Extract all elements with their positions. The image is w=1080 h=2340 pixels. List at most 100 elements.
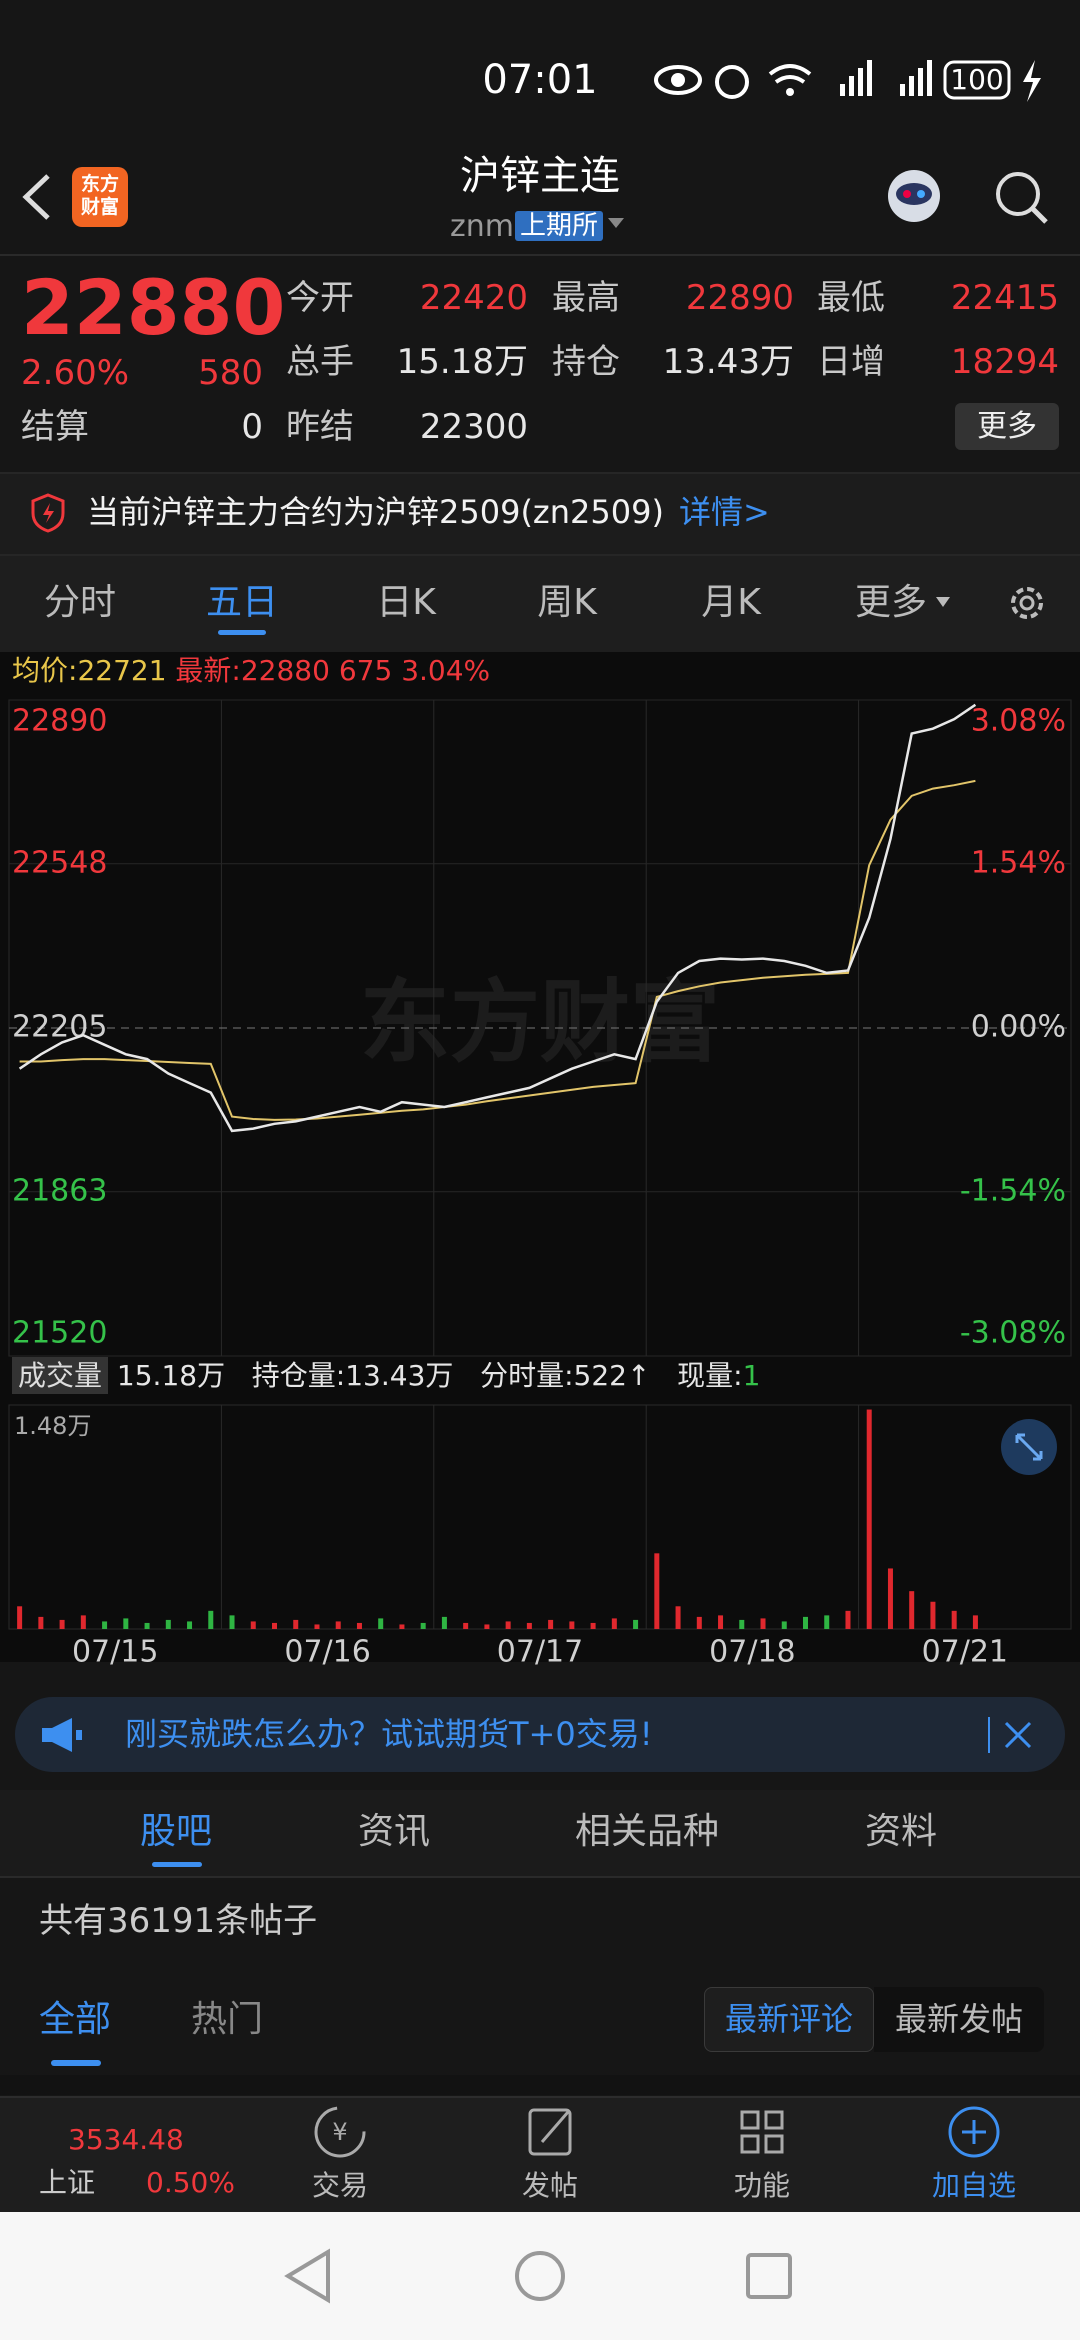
volume-bar (675, 1606, 681, 1629)
ad-separator (988, 1717, 990, 1753)
avg-value: 22721 (77, 654, 167, 687)
tab[interactable]: 月K (701, 582, 761, 623)
search-button[interactable] (992, 168, 1052, 228)
title: 沪锌主连 (460, 153, 620, 199)
volume-bar (824, 1615, 830, 1629)
exchange-badge: 上期所 (515, 211, 604, 241)
section-tab-active[interactable]: 股吧 (139, 1811, 212, 1852)
index-pct[interactable]: 0.50% (146, 2166, 235, 2199)
filter-active[interactable]: 全部 (39, 1999, 112, 2040)
volume-bar (144, 1622, 150, 1629)
tab[interactable]: 分时 (43, 582, 116, 623)
volume-bar (293, 1619, 299, 1629)
volume-bar (781, 1621, 787, 1629)
megaphone-icon (42, 1718, 82, 1752)
field-value: 22300 (419, 407, 528, 447)
latest-value: 22880 (240, 654, 330, 687)
field-label: 今开 (286, 278, 354, 318)
battery-level: 100 (950, 63, 1003, 96)
y2-tick-label: -3.08% (960, 1316, 1066, 1351)
ad-text[interactable]: 刚买就跌怎么办？试试期货T+0交易! (125, 1715, 653, 1753)
logo-text: 财富 (80, 196, 119, 218)
field-label: 总手 (286, 342, 354, 382)
robot-icon[interactable] (878, 162, 950, 234)
dropdown-arrow[interactable] (606, 216, 626, 230)
tab-underline (218, 630, 266, 635)
index-value[interactable]: 3534.48 (68, 2123, 184, 2156)
back-button[interactable] (18, 172, 58, 222)
tab-active[interactable]: 五日 (205, 582, 278, 623)
latest-label: 最新: (175, 654, 241, 687)
x-tick-label: 07/18 (709, 1635, 795, 1670)
system-nav-buttons (284, 2248, 792, 2304)
volume-selector[interactable]: 成交量 (12, 1357, 109, 1394)
volume-bar (272, 1622, 277, 1629)
system-nav (0, 2212, 1080, 2340)
tab-underline (152, 1862, 202, 1867)
field-value: 22415 (950, 278, 1059, 318)
change: 580 (198, 353, 263, 393)
volume-bar (739, 1619, 745, 1629)
volume-bar (17, 1606, 23, 1629)
nav-item[interactable]: 加自选 (931, 2169, 1016, 2202)
volume-bar (335, 1621, 341, 1629)
y2-tick-label: -1.54% (960, 1174, 1066, 1209)
avg-label: 均价: (12, 654, 78, 687)
y-tick-label: 21520 (12, 1316, 107, 1351)
volume-bar (38, 1616, 44, 1629)
ad-banner[interactable] (15, 1697, 1065, 1772)
field-value: 15.18万 (396, 342, 528, 382)
y2-tick-label: 1.54% (971, 846, 1066, 881)
filter[interactable]: 热门 (191, 1999, 264, 2040)
volume-bar (951, 1610, 957, 1629)
field-value: 22890 (685, 278, 794, 318)
tab[interactable]: 更多 (855, 582, 928, 623)
field-label: 最低 (817, 278, 885, 318)
spacer (0, 2075, 1080, 2095)
nav-item[interactable]: 交易 (311, 2169, 368, 2202)
volume-bar (760, 1618, 766, 1629)
volume-tick-label: 1.48万 (14, 1412, 91, 1440)
now-volume: 1 (742, 1359, 761, 1392)
volume-bar (378, 1618, 384, 1629)
volume-bar (930, 1601, 936, 1629)
nav-item[interactable]: 发帖 (521, 2169, 578, 2202)
volume-bar (463, 1622, 469, 1629)
notice-text: 当前沪锌主力合约为沪锌2509(zn2509) (87, 493, 664, 531)
divider (0, 254, 1080, 256)
now-label: 现量: (677, 1359, 743, 1392)
volume-bar (909, 1591, 915, 1629)
sort[interactable]: 最新发帖 (874, 1987, 1044, 2052)
x-tick-label: 07/21 (922, 1635, 1008, 1670)
nav-item[interactable]: 功能 (733, 2169, 790, 2202)
tab[interactable]: 日K (376, 582, 436, 623)
volume-bar (633, 1619, 639, 1629)
volume-bar (654, 1553, 660, 1629)
status-icons: 100 (654, 60, 1041, 102)
volume-bar (569, 1621, 575, 1629)
ad-close[interactable] (1003, 1720, 1033, 1750)
sort-active[interactable]: 最新评论 (704, 1987, 874, 2052)
change-pct: 2.60% (21, 353, 130, 393)
section-tab[interactable]: 资料 (864, 1811, 937, 1852)
volume-bar (866, 1409, 872, 1629)
y2-tick-label: 0.00% (971, 1010, 1066, 1045)
section-tab[interactable]: 资讯 (357, 1811, 430, 1852)
notice-link[interactable]: 详情> (679, 493, 770, 531)
volume-bar (314, 1624, 320, 1629)
x-tick-label: 07/16 (284, 1635, 370, 1670)
field-label: 日增 (817, 342, 885, 382)
settings-button[interactable] (1004, 580, 1050, 626)
latest-pct: 3.04% (401, 654, 491, 687)
more-button[interactable]: 更多 (955, 403, 1059, 450)
index-name[interactable]: 上证 (39, 2166, 96, 2199)
volume-bar (165, 1619, 171, 1629)
tab[interactable]: 周K (537, 582, 597, 623)
tab-arrow (936, 597, 950, 607)
section-tab[interactable]: 相关品种 (574, 1811, 719, 1852)
volume-bar (611, 1618, 617, 1629)
x-tick-label: 07/17 (497, 1635, 583, 1670)
logo: 东方 财富 (72, 167, 128, 227)
volume-bar (250, 1621, 256, 1629)
